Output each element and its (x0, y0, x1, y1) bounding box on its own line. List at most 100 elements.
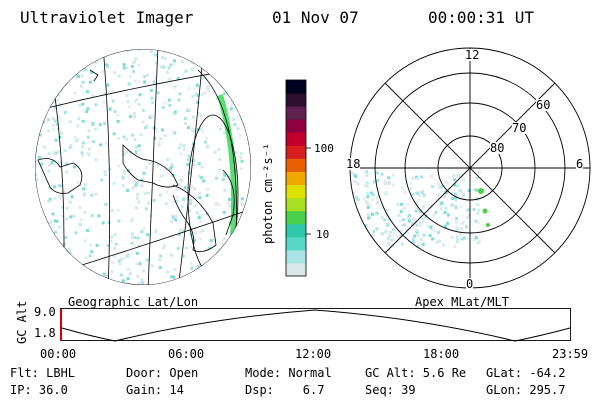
speckle-pixel (62, 275, 65, 279)
speckle-pixel (143, 75, 147, 78)
speckle-pixel (435, 240, 439, 244)
speckle-pixel (62, 242, 66, 246)
speckle-pixel (137, 144, 141, 148)
speckle-pixel (29, 100, 32, 103)
speckle-pixel (38, 74, 41, 78)
speckle-pixel (170, 275, 174, 279)
speckle-pixel (356, 182, 360, 186)
speckle-pixel (400, 242, 404, 246)
speckle-pixel (214, 254, 218, 258)
speckle-pixel (233, 123, 237, 126)
speckle-pixel (350, 196, 352, 200)
speckle-pixel (411, 192, 415, 196)
speckle-pixel (202, 58, 206, 62)
speckle-pixel (197, 282, 201, 285)
speckle-pixel (231, 118, 235, 122)
speckle-pixel (392, 227, 396, 231)
speckle-pixel (35, 177, 39, 181)
speckle-pixel (460, 221, 464, 225)
speckle-pixel (225, 68, 229, 72)
speckle-pixel (32, 107, 35, 110)
speckle-pixel (188, 198, 192, 202)
speckle-pixel (443, 195, 446, 198)
speckle-pixel (370, 212, 374, 216)
alt-ymax: 9.0 (34, 305, 56, 319)
speckle-pixel (398, 219, 402, 223)
speckle-pixel (232, 45, 235, 48)
speckle-pixel (50, 161, 54, 165)
speckle-pixel (122, 135, 126, 139)
speckle-pixel (53, 219, 57, 223)
speckle-pixel (199, 114, 203, 118)
speckle-pixel (159, 254, 163, 258)
speckle-pixel (238, 155, 242, 159)
speckle-pixel (54, 253, 58, 257)
speckle-pixel (459, 227, 463, 231)
speckle-pixel (137, 282, 141, 285)
speckle-pixel (37, 263, 40, 267)
speckle-pixel (42, 145, 46, 149)
speckle-pixel (478, 170, 481, 174)
speckle-pixel (190, 68, 194, 71)
speckle-pixel (352, 207, 356, 211)
speckle-pixel (84, 256, 88, 260)
speckle-pixel (477, 208, 480, 212)
speckle-pixel (55, 123, 59, 127)
colorbar-band (286, 197, 306, 212)
speckle-pixel (138, 148, 142, 152)
speckle-pixel (135, 182, 139, 186)
speckle-pixel (191, 184, 195, 188)
speckle-pixel (213, 150, 217, 154)
speckle-pixel (35, 132, 38, 136)
speckle-pixel (88, 254, 92, 258)
speckle-pixel (219, 127, 222, 131)
speckle-pixel (462, 192, 466, 196)
speckle-pixel (76, 138, 79, 142)
speckle-pixel (126, 188, 129, 192)
speckle-pixel (48, 197, 52, 201)
speckle-pixel (130, 241, 134, 245)
speckle-pixel (116, 208, 120, 212)
speckle-pixel (177, 232, 181, 236)
speckle-pixel (386, 242, 390, 246)
speckle-pixel (418, 210, 422, 214)
speckle-pixel (148, 115, 152, 119)
speckle-pixel (416, 233, 420, 237)
speckle-pixel (81, 119, 85, 123)
speckle-pixel (179, 280, 183, 283)
speckle-pixel (385, 208, 389, 212)
speckle-pixel (125, 66, 129, 70)
speckle-pixel (191, 95, 195, 99)
speckle-pixel (375, 171, 379, 175)
speckle-pixel (50, 49, 54, 52)
speckle-pixel (113, 71, 116, 75)
speckle-pixel (52, 123, 56, 127)
speckle-pixel (441, 243, 445, 247)
speckle-pixel (143, 191, 147, 195)
speckle-pixel (229, 277, 233, 281)
speckle-pixel (454, 206, 458, 210)
speckle-pixel (41, 52, 45, 55)
speckle-pixel (148, 161, 152, 165)
speckle-pixel (40, 258, 44, 262)
speckle-pixel (129, 173, 133, 177)
speckle-pixel (35, 96, 37, 99)
speckle-pixel (89, 272, 93, 275)
status-seq: Seq: 39 (365, 383, 416, 397)
speckle-pixel (178, 183, 182, 186)
speckle-pixel (131, 60, 135, 64)
speckle-pixel (206, 277, 210, 281)
speckle-pixel (68, 60, 72, 64)
speckle-pixel (163, 244, 167, 248)
speckle-pixel (57, 149, 61, 153)
speckle-pixel (408, 214, 411, 218)
speckle-pixel (420, 175, 424, 179)
speckle-pixel (175, 187, 179, 191)
speckle-pixel (350, 179, 354, 183)
speckle-pixel (120, 258, 123, 262)
colorbar-band (286, 171, 306, 186)
colorbar-band (286, 119, 306, 133)
speckle-pixel (176, 247, 180, 250)
speckle-pixel (458, 188, 462, 192)
speckle-pixel (68, 145, 72, 149)
